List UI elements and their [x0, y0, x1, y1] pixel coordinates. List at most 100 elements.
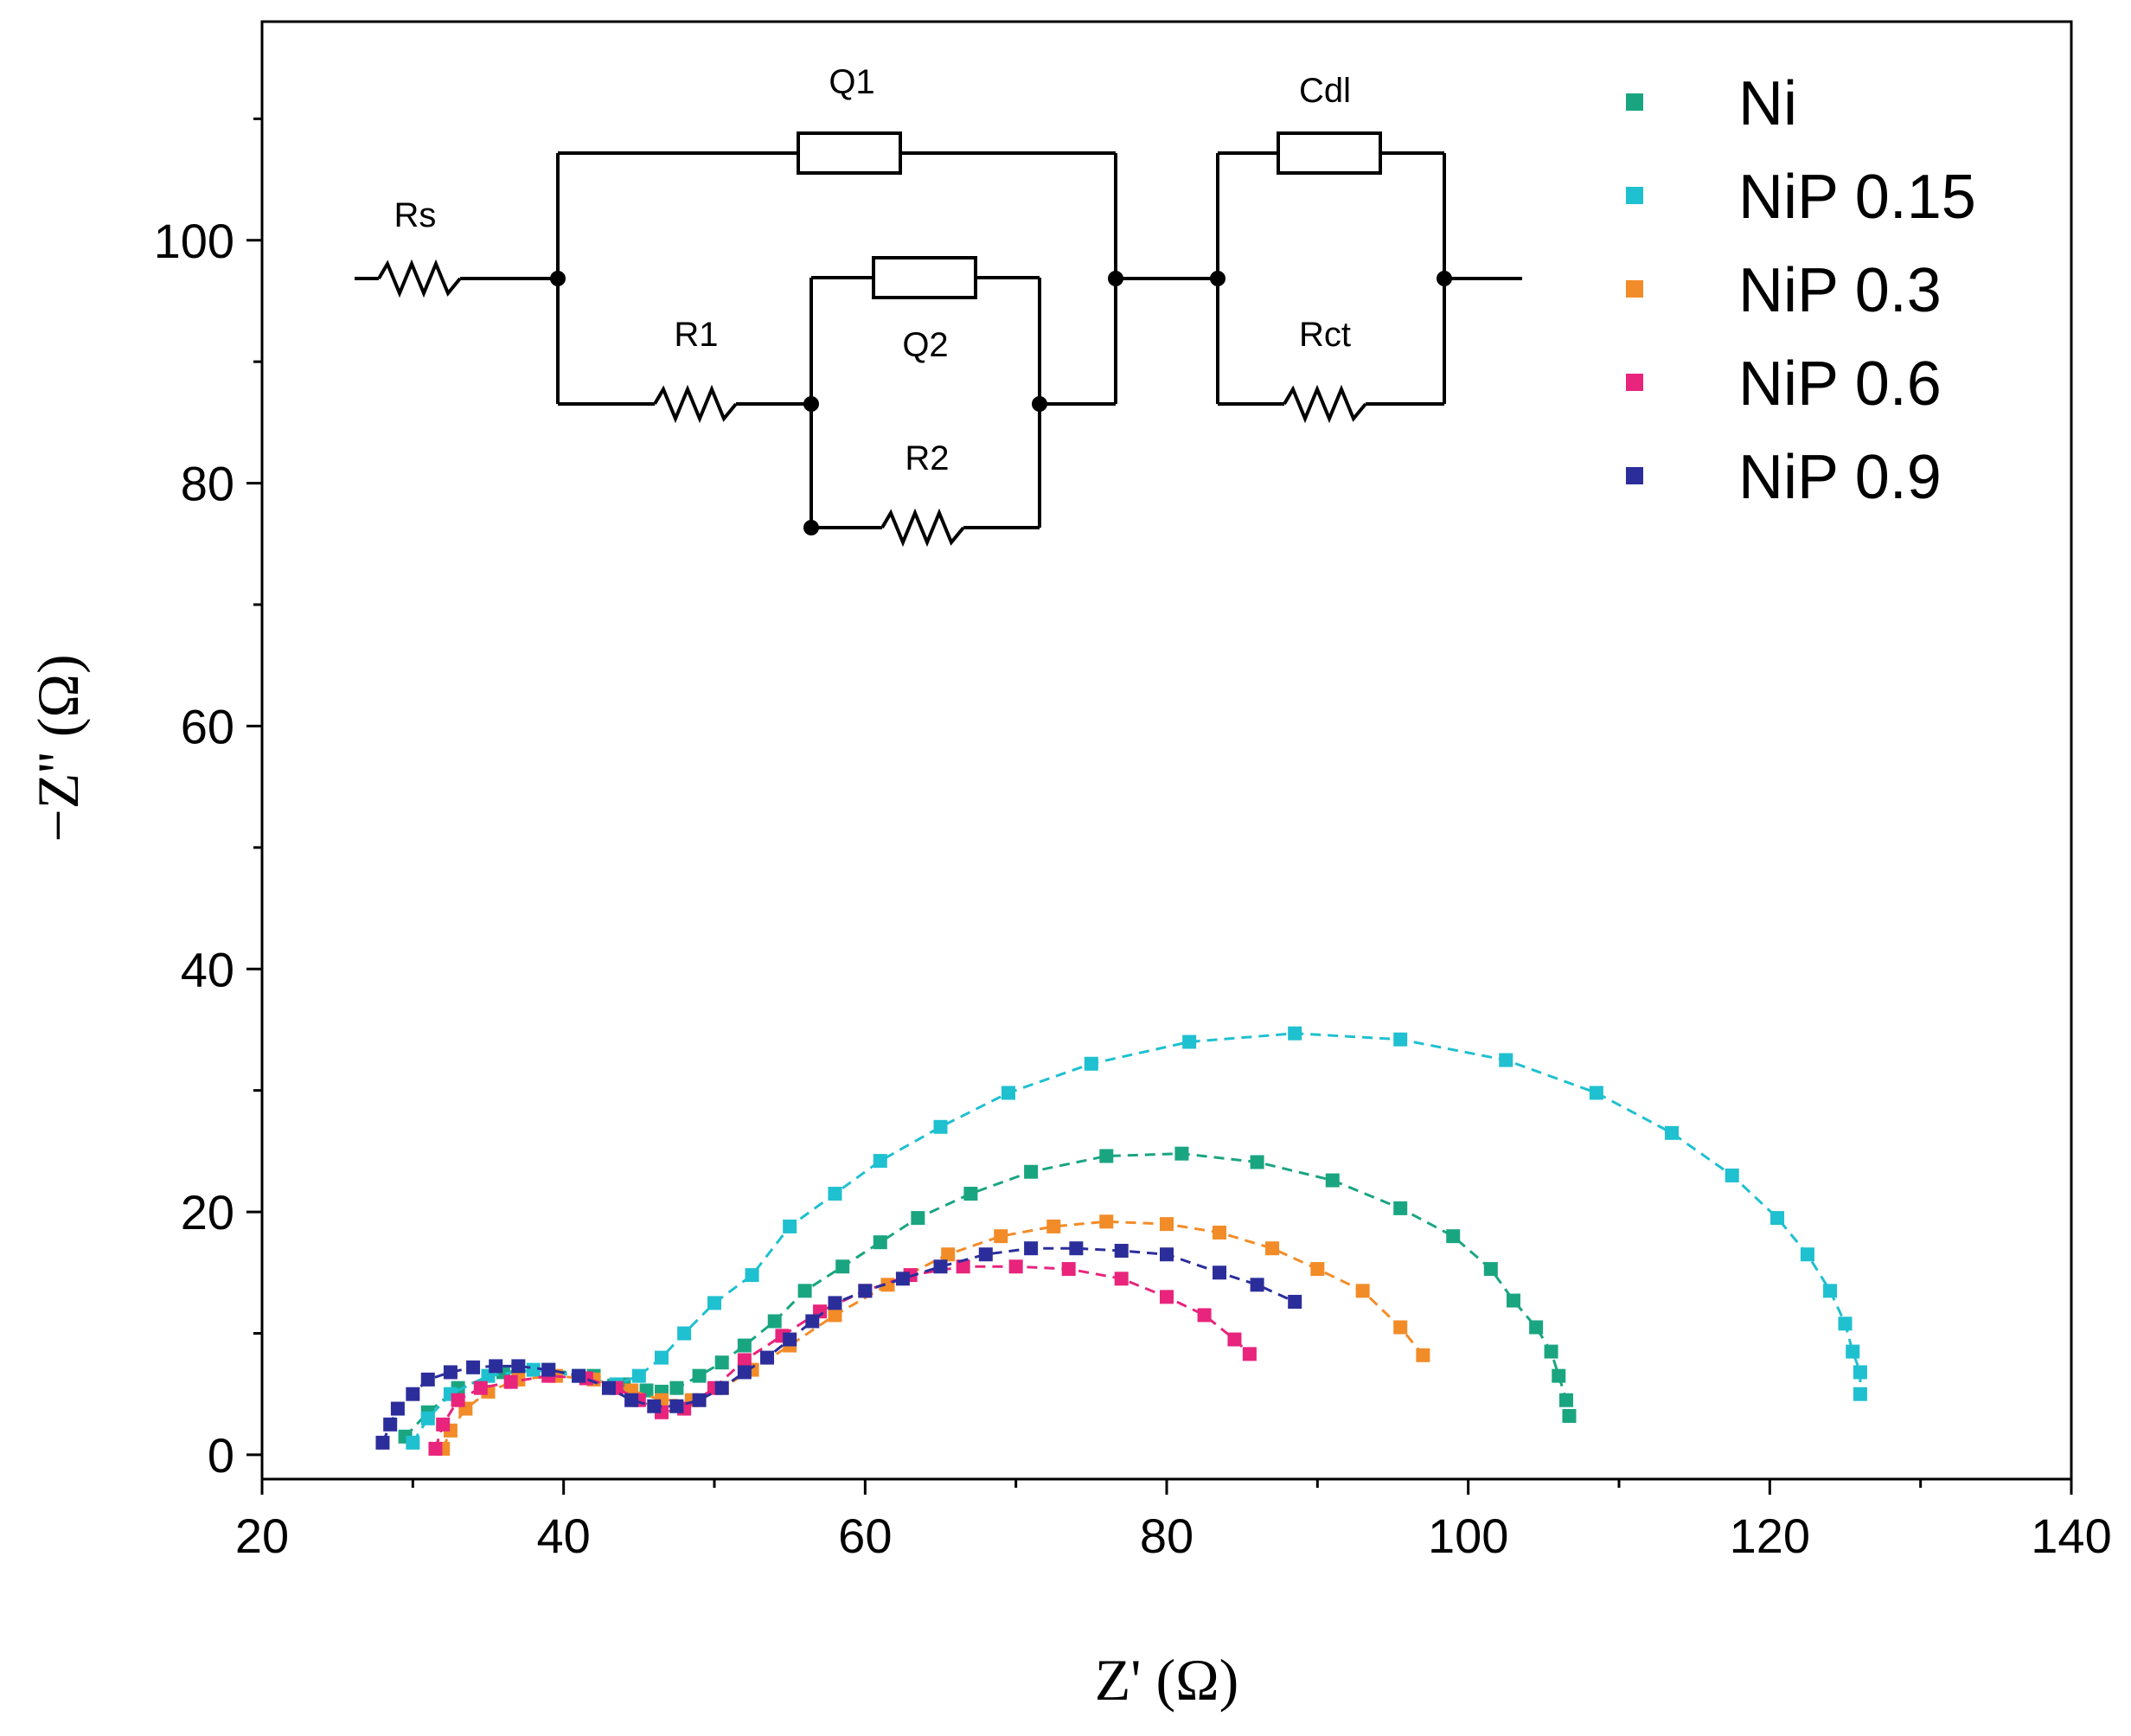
- data-point: [1001, 1086, 1015, 1100]
- data-point: [677, 1326, 692, 1341]
- data-point: [1197, 1308, 1212, 1323]
- data-point: [911, 1211, 925, 1226]
- legend-label: NiP 0.9: [1738, 443, 1942, 512]
- x-tick-label: 100: [1428, 1509, 1508, 1563]
- axis-ticks: [246, 117, 2073, 1495]
- data-point: [1160, 1247, 1174, 1262]
- data-point: [624, 1393, 639, 1407]
- data-point: [783, 1219, 797, 1233]
- series-layer: [375, 1026, 1867, 1456]
- data-point: [1069, 1241, 1084, 1256]
- data-point: [941, 1247, 956, 1262]
- data-point: [737, 1353, 752, 1368]
- data-point: [420, 1411, 435, 1425]
- data-point: [1552, 1368, 1566, 1383]
- data-point: [428, 1441, 443, 1456]
- data-point: [647, 1399, 662, 1413]
- data-point: [1416, 1348, 1430, 1362]
- data-point: [1589, 1086, 1603, 1100]
- series-nip-0-9: [375, 1241, 1302, 1450]
- data-point: [1099, 1149, 1114, 1163]
- data-point: [1544, 1344, 1558, 1359]
- data-point: [451, 1393, 465, 1407]
- data-point: [572, 1368, 586, 1383]
- data-point: [828, 1308, 842, 1323]
- element-cdl: [1277, 131, 1382, 175]
- data-point: [1393, 1201, 1408, 1215]
- data-point: [601, 1380, 616, 1395]
- data-point: [489, 1359, 503, 1374]
- x-tick-label: 120: [1730, 1509, 1810, 1563]
- data-point: [1529, 1320, 1544, 1335]
- resistor-r1: [653, 384, 738, 424]
- data-point: [737, 1338, 752, 1353]
- data-point: [1114, 1244, 1129, 1259]
- element-q2: [872, 256, 977, 299]
- data-point: [714, 1355, 729, 1370]
- y-tick-label: 20: [181, 1185, 234, 1240]
- data-point: [1024, 1164, 1039, 1179]
- data-point: [956, 1259, 970, 1274]
- label-cdl: Cdl: [1299, 72, 1351, 110]
- data-point: [1288, 1026, 1302, 1041]
- fit-line: [441, 1220, 1424, 1450]
- data-point: [933, 1119, 948, 1134]
- data-point: [873, 1154, 887, 1169]
- data-point: [1265, 1241, 1280, 1256]
- data-point: [1853, 1365, 1867, 1380]
- data-point: [858, 1284, 873, 1298]
- data-point: [1665, 1125, 1680, 1140]
- legend-label: NiP 0.6: [1738, 349, 1942, 419]
- y-tick-label: 0: [208, 1428, 234, 1483]
- series-nip-0-6: [428, 1259, 1257, 1456]
- legend-marker: [1626, 280, 1643, 298]
- data-point: [1558, 1393, 1573, 1407]
- data-point: [1084, 1056, 1098, 1071]
- data-point: [1310, 1262, 1325, 1277]
- data-point: [466, 1360, 481, 1374]
- data-point: [1174, 1146, 1189, 1161]
- data-point: [1182, 1035, 1197, 1049]
- data-point: [1213, 1225, 1227, 1240]
- data-point: [1393, 1320, 1408, 1335]
- data-point: [511, 1359, 526, 1374]
- data-point: [669, 1399, 684, 1413]
- data-point: [1099, 1214, 1114, 1229]
- data-point: [873, 1235, 887, 1250]
- data-point: [835, 1259, 850, 1274]
- circuit-node: [803, 520, 819, 535]
- data-point: [692, 1368, 707, 1383]
- data-point: [631, 1368, 646, 1383]
- data-point: [1499, 1053, 1513, 1067]
- data-point: [1242, 1347, 1257, 1361]
- data-point: [406, 1435, 420, 1450]
- data-point: [1446, 1229, 1461, 1244]
- label-q1: Q1: [829, 63, 874, 101]
- y-axis-title: −Z'' (Ω): [25, 654, 91, 842]
- data-point: [797, 1284, 812, 1298]
- legend-marker: [1626, 374, 1643, 391]
- legend-marker: [1626, 467, 1643, 484]
- data-point: [933, 1259, 948, 1274]
- legend-label: NiP 0.15: [1738, 163, 1976, 232]
- data-point: [654, 1350, 669, 1365]
- data-point: [745, 1268, 759, 1283]
- x-tick-label: 140: [2031, 1509, 2111, 1563]
- label-rct: Rct: [1299, 316, 1351, 354]
- data-point: [1288, 1294, 1302, 1309]
- resistor-r2: [880, 508, 965, 548]
- y-tick-label: 40: [181, 942, 234, 996]
- legend-label: Ni: [1738, 69, 1797, 138]
- resistor-rct: [1283, 384, 1367, 424]
- fit-line: [381, 1246, 1296, 1444]
- data-point: [1046, 1219, 1061, 1233]
- x-tick-label: 80: [1140, 1509, 1193, 1563]
- data-point: [978, 1247, 993, 1262]
- data-point: [420, 1372, 435, 1387]
- data-point: [714, 1380, 729, 1395]
- data-point: [1838, 1316, 1853, 1331]
- label-r1: R1: [674, 316, 718, 354]
- label-r2: R2: [905, 439, 949, 477]
